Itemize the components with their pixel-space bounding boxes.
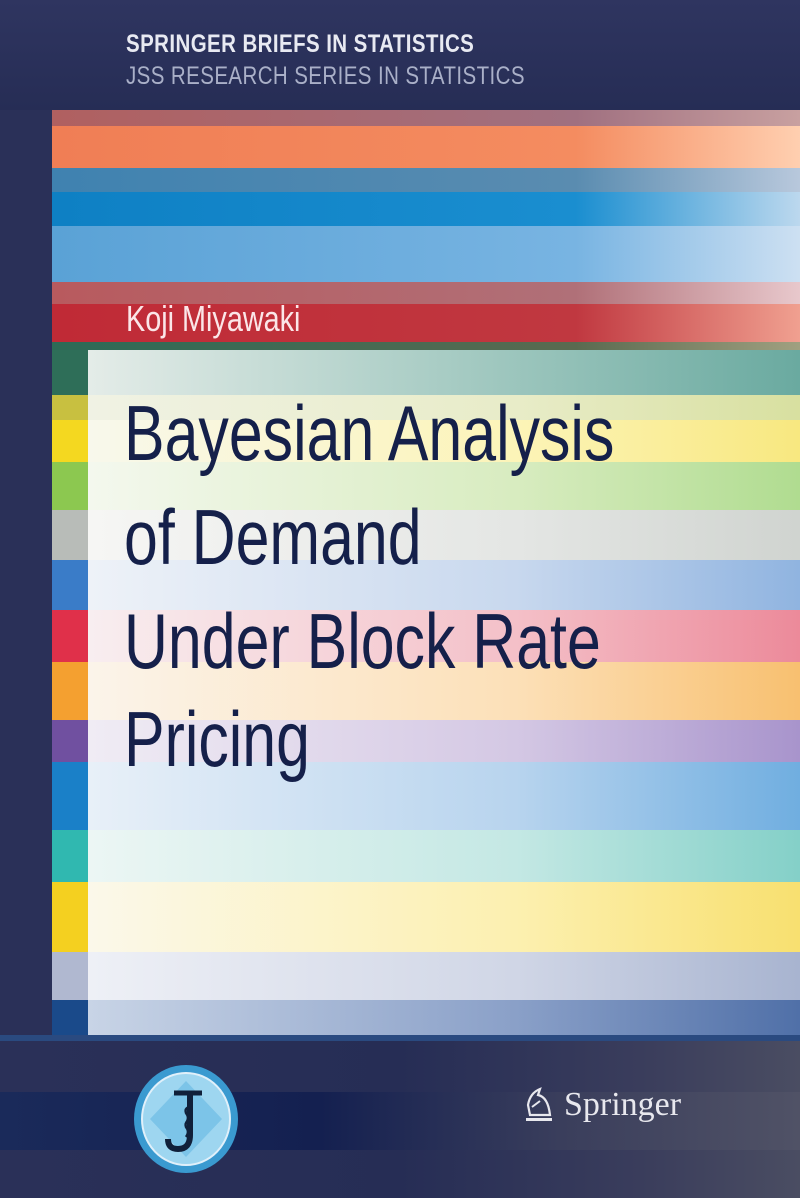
series-title: SPRINGER BRIEFS IN STATISTICS [126, 30, 475, 58]
color-chip [52, 662, 88, 720]
title-panel [88, 350, 800, 1035]
stripe [52, 282, 800, 304]
publisher-name: Springer [564, 1086, 682, 1123]
stripe [52, 126, 800, 168]
color-chip [52, 830, 88, 882]
color-chip [52, 420, 88, 462]
color-chip [52, 882, 88, 952]
color-chip [52, 720, 88, 762]
springer-knight-icon [526, 1087, 552, 1121]
header-band [0, 0, 800, 110]
color-chip [52, 350, 88, 395]
publisher-logo: Springer [522, 1085, 681, 1125]
color-chip [52, 560, 88, 610]
stripe [52, 342, 800, 352]
color-chip [52, 395, 88, 420]
color-chip [52, 1000, 88, 1035]
stripe [52, 226, 800, 282]
color-chip [52, 952, 88, 1000]
color-chip [52, 762, 88, 830]
book-title-line: Under Block Rate [124, 597, 601, 685]
color-chip [52, 462, 88, 510]
stripe [52, 192, 800, 226]
divider [0, 1035, 800, 1041]
stripe [52, 168, 800, 192]
book-title-line: of Demand [124, 493, 422, 581]
book-title-line: Bayesian Analysis [124, 389, 615, 477]
book-title-line: Pricing [124, 695, 310, 783]
jss-seal-logo [130, 1063, 242, 1175]
author: Koji Miyawaki [126, 298, 301, 339]
color-chip [52, 510, 88, 560]
footer-band [0, 1092, 800, 1150]
stripe [52, 110, 800, 126]
series-subtitle: JSS RESEARCH SERIES IN STATISTICS [126, 62, 525, 90]
stripe [52, 304, 800, 342]
color-chip [52, 610, 88, 662]
